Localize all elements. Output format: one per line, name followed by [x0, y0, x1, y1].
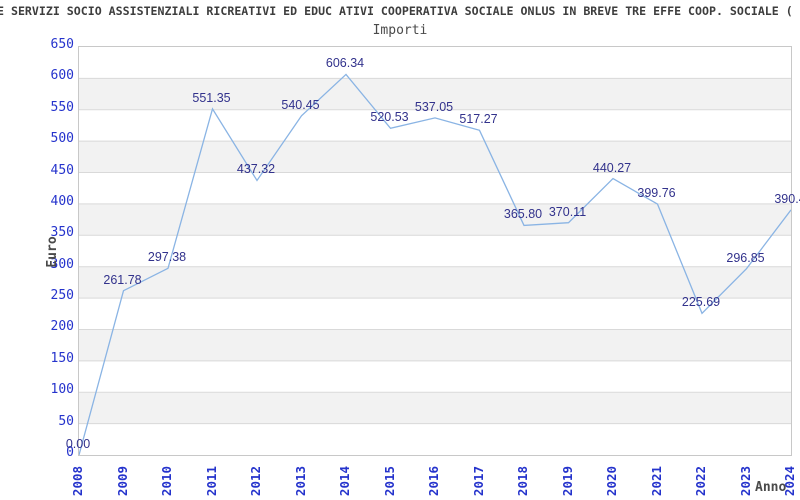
- data-point-label: 399.76: [637, 186, 676, 201]
- data-point-label: 540.45: [281, 97, 320, 112]
- x-tick-label: 2021: [648, 465, 664, 497]
- data-point-label: 390.4: [774, 191, 800, 206]
- y-tick-label: 650: [50, 37, 74, 52]
- data-point-label: 520.53: [370, 110, 409, 125]
- background-band: [79, 78, 791, 110]
- chart-subtitle: Importi: [372, 23, 428, 38]
- data-point-label: 606.34: [325, 56, 365, 71]
- x-tick-label: 2009: [114, 465, 130, 497]
- x-tick-label: 2018: [515, 465, 530, 497]
- background-band: [79, 109, 791, 142]
- plot-canvas: [79, 47, 791, 455]
- x-tick-label: 2015: [381, 465, 397, 497]
- y-tick-label: 600: [50, 68, 74, 84]
- y-tick-label: 550: [50, 99, 74, 115]
- background-band: [79, 392, 791, 424]
- background-band: [79, 266, 791, 299]
- y-tick-label: 500: [50, 131, 74, 147]
- data-point-label: 517.27: [459, 112, 498, 127]
- x-tick-label: 2010: [159, 465, 174, 497]
- chart-title: E SERVIZI SOCIO ASSISTENZIALI RICREATIVI…: [0, 4, 793, 18]
- data-point-label: 537.05: [414, 99, 454, 114]
- background-band: [79, 141, 791, 173]
- background-band: [79, 172, 791, 204]
- data-point-label: 440.27: [592, 160, 632, 175]
- data-point-label: 370.11: [548, 204, 587, 219]
- y-tick-label: 300: [50, 256, 74, 272]
- data-point-label: 0.00: [65, 437, 91, 451]
- line-series: [79, 73, 791, 455]
- y-tick-label: 450: [50, 162, 74, 178]
- x-axis-title: Anno: [755, 480, 787, 495]
- background-band: [79, 423, 791, 455]
- x-tick-label: 2013: [292, 465, 308, 497]
- y-tick-label: 400: [50, 193, 74, 209]
- background-band: [79, 329, 791, 361]
- y-axis-title: Euro: [45, 236, 60, 268]
- background-band: [79, 203, 791, 236]
- plot-area: [78, 46, 792, 456]
- y-tick-label: 50: [58, 413, 74, 429]
- y-tick-label: 150: [50, 350, 74, 366]
- data-point-label: 296.85: [726, 250, 765, 265]
- data-point-label: 261.78: [103, 272, 142, 287]
- data-point-label: 551.35: [192, 90, 231, 105]
- background-band: [79, 47, 791, 79]
- x-tick-label: 2016: [426, 465, 441, 497]
- x-tick-label: 2019: [559, 465, 575, 497]
- data-point-label: 365.80: [503, 207, 543, 222]
- background-band: [79, 298, 791, 330]
- background-band: [79, 360, 791, 393]
- x-tick-label: 2022: [693, 465, 708, 497]
- x-tick-label: 2014: [337, 465, 352, 497]
- y-tick-label: 100: [50, 382, 74, 398]
- y-tick-label: 200: [50, 319, 74, 335]
- x-tick-label: 2023: [737, 465, 753, 497]
- x-tick-label: 2020: [604, 465, 619, 497]
- data-point-label: 437.32: [236, 162, 276, 177]
- data-point-label: 297.38: [147, 250, 187, 265]
- y-tick-label: 0: [66, 445, 74, 460]
- x-tick-label: 2008: [70, 465, 85, 497]
- y-tick-label: 250: [50, 288, 74, 304]
- x-tick-label: 2017: [470, 465, 486, 497]
- data-point-label: 225.69: [681, 295, 721, 310]
- y-tick-label: 350: [50, 225, 74, 241]
- x-tick-label: 2012: [248, 465, 263, 497]
- x-tick-label: 2011: [203, 465, 219, 497]
